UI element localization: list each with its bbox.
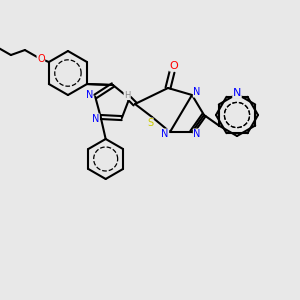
Text: N: N [233,88,241,98]
Text: S: S [147,118,153,128]
Text: N: N [161,129,169,139]
Text: N: N [92,114,99,124]
Text: N: N [193,129,201,139]
Text: N: N [193,87,201,97]
Text: O: O [37,54,45,64]
Text: H: H [124,91,130,100]
Text: O: O [169,61,178,71]
Text: N: N [85,89,93,100]
